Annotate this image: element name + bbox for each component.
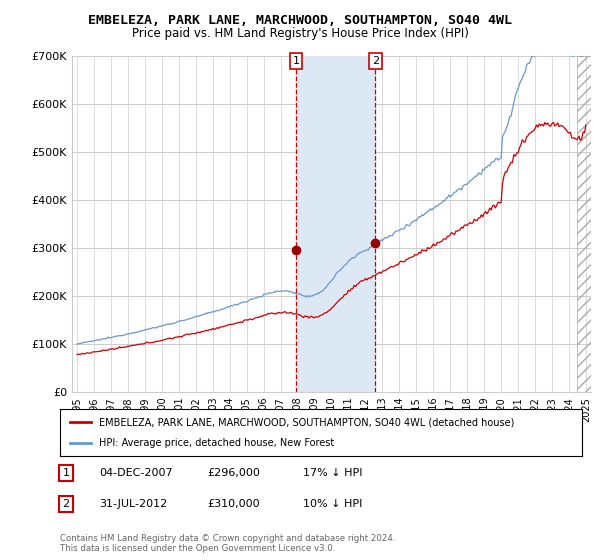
Text: 2: 2 (62, 499, 70, 509)
Text: Contains HM Land Registry data © Crown copyright and database right 2024.
This d: Contains HM Land Registry data © Crown c… (60, 534, 395, 553)
Text: HPI: Average price, detached house, New Forest: HPI: Average price, detached house, New … (99, 438, 334, 448)
Text: £296,000: £296,000 (207, 468, 260, 478)
Text: EMBELEZA, PARK LANE, MARCHWOOD, SOUTHAMPTON, SO40 4WL: EMBELEZA, PARK LANE, MARCHWOOD, SOUTHAMP… (88, 14, 512, 27)
Text: 10% ↓ HPI: 10% ↓ HPI (303, 499, 362, 509)
Bar (577, 56, 591, 392)
Text: Price paid vs. HM Land Registry's House Price Index (HPI): Price paid vs. HM Land Registry's House … (131, 27, 469, 40)
Text: EMBELEZA, PARK LANE, MARCHWOOD, SOUTHAMPTON, SO40 4WL (detached house): EMBELEZA, PARK LANE, MARCHWOOD, SOUTHAMP… (99, 417, 515, 427)
Text: 04-DEC-2007: 04-DEC-2007 (99, 468, 173, 478)
Text: 2: 2 (371, 56, 379, 66)
Text: 1: 1 (62, 468, 70, 478)
Text: £310,000: £310,000 (207, 499, 260, 509)
Bar (296, 56, 375, 392)
Text: 17% ↓ HPI: 17% ↓ HPI (303, 468, 362, 478)
Text: 1: 1 (293, 56, 300, 66)
Text: 31-JUL-2012: 31-JUL-2012 (99, 499, 167, 509)
